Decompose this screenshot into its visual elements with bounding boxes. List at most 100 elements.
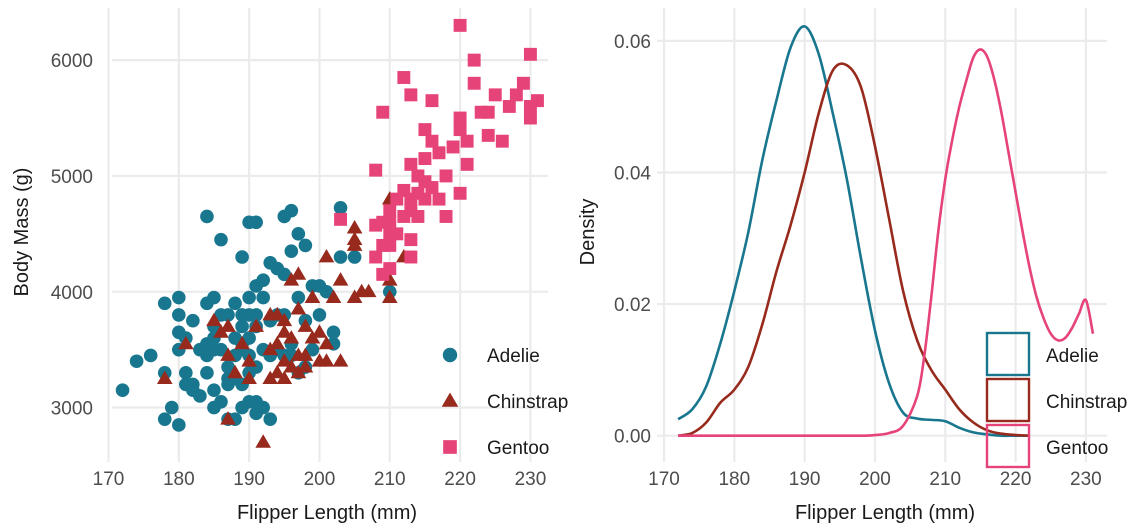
density-line-chinstrap: [677, 62, 1030, 437]
scatter-x-tick-label: 200: [304, 469, 336, 490]
scatter-point-chinstrap: [255, 434, 272, 448]
scatter-point-gentoo: [523, 47, 537, 61]
legend-label-adelie: Adelie: [1046, 346, 1099, 367]
density-x-tick-label: 190: [789, 469, 821, 490]
density-line-gentoo: [678, 48, 1095, 438]
density-y-tick-label: 0.04: [614, 163, 651, 184]
scatter-point-gentoo: [383, 215, 397, 229]
legend-key-adelie: [442, 347, 458, 363]
scatter-point-gentoo: [404, 250, 418, 264]
scatter-point-gentoo: [334, 212, 348, 226]
scatter-point-gentoo: [523, 111, 537, 125]
scatter-point-adelie: [319, 284, 334, 299]
scatter-point-adelie: [143, 348, 158, 363]
scatter-y-tick-label: 6000: [51, 51, 93, 72]
scatter-point-chinstrap: [248, 318, 264, 332]
scatter-point-adelie: [214, 342, 228, 357]
density-gridlines: [657, 8, 1107, 462]
scatter-point-adelie: [249, 308, 263, 322]
scatter-point-chinstrap: [276, 324, 293, 338]
scatter-point-chinstrap: [241, 370, 257, 385]
density-y-tick-label: 0.06: [614, 32, 651, 53]
scatter-point-chinstrap: [332, 353, 349, 367]
scatter-point-adelie: [214, 394, 228, 409]
scatter-point-gentoo: [446, 140, 460, 154]
scatter-point-adelie: [164, 400, 179, 415]
scatter-series-chinstrap: [156, 191, 412, 448]
scatter-point-gentoo: [509, 88, 523, 102]
scatter-point-adelie: [115, 383, 130, 397]
scatter-point-gentoo: [383, 262, 397, 276]
legend-label-chinstrap: Chinstrap: [1046, 392, 1127, 413]
scatter-y-tick-label: 5000: [51, 167, 93, 188]
density-x-tick-label: 230: [1070, 469, 1102, 490]
scatter-point-chinstrap: [234, 335, 250, 350]
scatter-point-gentoo: [404, 233, 418, 247]
scatter-series-adelie: [115, 200, 397, 432]
scatter-x-tick-labels: 170 180 190 200 210 220 230: [93, 469, 547, 490]
scatter-gridlines: [107, 8, 548, 462]
scatter-point-gentoo: [397, 71, 411, 84]
scatter-point-adelie: [186, 377, 200, 392]
legend-key-chinstrap: [441, 392, 459, 407]
scatter-point-adelie: [179, 366, 193, 380]
density-lines: [677, 25, 1095, 438]
scatter-point-chinstrap: [276, 353, 293, 367]
density-y-tick-labels: 0.00 0.02 0.04 0.06: [614, 32, 651, 448]
scatter-point-adelie: [291, 227, 306, 241]
scatter-point-adelie: [256, 273, 270, 287]
scatter-x-tick-label: 230: [515, 469, 547, 490]
legend-label-gentoo: Gentoo: [487, 438, 549, 459]
scatter-x-tick-label: 220: [444, 469, 476, 490]
scatter-y-tick-label: 4000: [51, 283, 93, 304]
scatter-point-adelie: [256, 290, 270, 305]
scatter-point-chinstrap: [346, 231, 363, 246]
scatter-point-chinstrap: [381, 289, 398, 303]
density-x-tick-label: 170: [648, 469, 680, 490]
scatter-point-adelie: [214, 232, 228, 247]
scatter-point-adelie: [242, 290, 256, 305]
scatter-x-axis-title: Flipper Length (mm): [237, 502, 417, 524]
scatter-point-adelie: [235, 319, 249, 334]
scatter-point-adelie: [249, 215, 263, 230]
scatter-point-gentoo: [467, 76, 481, 90]
scatter-point-gentoo: [467, 53, 481, 67]
scatter-point-gentoo: [376, 105, 390, 119]
scatter-point-adelie: [172, 290, 186, 305]
scatter-point-gentoo: [453, 18, 467, 32]
density-x-tick-label: 210: [929, 469, 961, 490]
scatter-point-adelie: [157, 296, 172, 311]
scatter-point-chinstrap: [156, 370, 173, 385]
scatter-x-tick-label: 210: [374, 469, 406, 490]
legend-key-adelie-box: [985, 331, 1031, 377]
scatter-point-adelie: [186, 313, 200, 328]
density-x-axis-title: Flipper Length (mm): [795, 502, 975, 524]
scatter-point-gentoo: [439, 169, 453, 183]
scatter-point-adelie: [312, 308, 327, 322]
scatter-y-tick-labels: 3000 4000 5000 6000: [51, 51, 93, 419]
scatter-point-chinstrap: [220, 318, 236, 332]
scatter-point-chinstrap: [206, 312, 222, 327]
density-x-tick-label: 200: [859, 469, 891, 490]
legend-key-gentoo: [443, 440, 457, 454]
scatter-point-gentoo: [404, 157, 418, 171]
scatter-point-gentoo: [432, 146, 446, 160]
scatter-point-chinstrap: [290, 266, 307, 280]
scatter-point-adelie: [242, 331, 256, 345]
scatter-point-adelie: [221, 360, 235, 374]
scatter-point-chinstrap: [318, 335, 335, 350]
density-line-adelie: [677, 25, 1030, 438]
scatter-point-adelie: [207, 383, 221, 397]
scatter-point-adelie: [172, 418, 186, 432]
legend-label-chinstrap: Chinstrap: [487, 392, 568, 413]
legend-key-gentoo-box: [985, 423, 1031, 469]
scatter-point-gentoo: [369, 250, 383, 264]
scatter-point-gentoo: [383, 204, 397, 218]
scatter-y-tick-label: 3000: [51, 399, 93, 420]
scatter-point-adelie: [200, 366, 214, 380]
scatter-point-adelie: [284, 203, 299, 218]
scatter-y-axis-title: Body Mass (g): [11, 168, 33, 297]
density-legend: Adelie Chinstrap Gentoo: [985, 331, 1127, 469]
density-y-axis-title: Density: [577, 199, 599, 266]
